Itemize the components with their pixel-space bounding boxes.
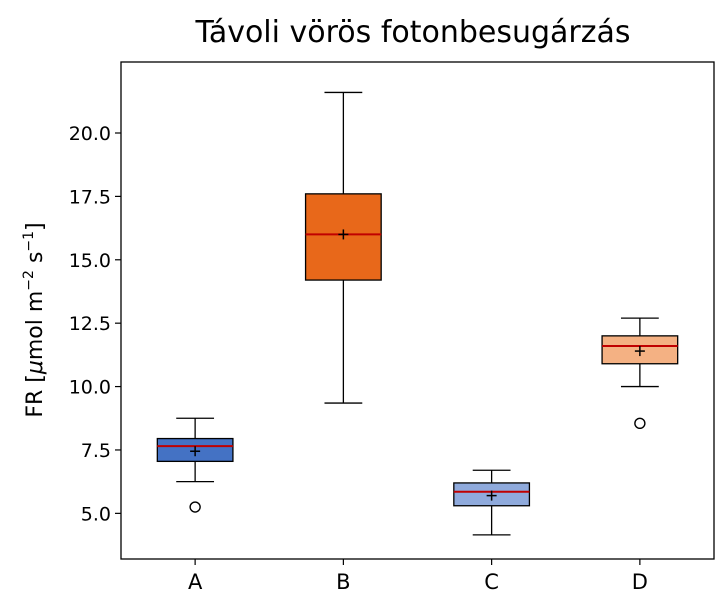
chart-title: Távoli vörös fotonbesugárzás (194, 15, 630, 50)
x-category-label: A (188, 570, 203, 593)
y-tick-label: 7.5 (81, 440, 111, 462)
x-category-label: D (632, 570, 648, 593)
y-tick-label: 17.5 (69, 186, 111, 208)
x-category-label: B (336, 570, 350, 593)
y-axis-label: FR [μmol m−2 s−1] (21, 222, 48, 417)
y-tick-label: 12.5 (69, 313, 111, 335)
y-tick-label: 10.0 (69, 377, 111, 399)
outlier-point (634, 417, 646, 430)
y-tick-label: 20.0 (69, 123, 111, 145)
svg-text:FR [μmol m−2 s−1]: FR [μmol m−2 s−1] (21, 222, 48, 417)
outlier-point (189, 501, 201, 513)
y-tick-label: 5.0 (81, 503, 111, 525)
y-tick-label: 15.0 (69, 250, 111, 272)
x-category-label: C (484, 570, 499, 593)
plot-frame (120, 61, 715, 560)
